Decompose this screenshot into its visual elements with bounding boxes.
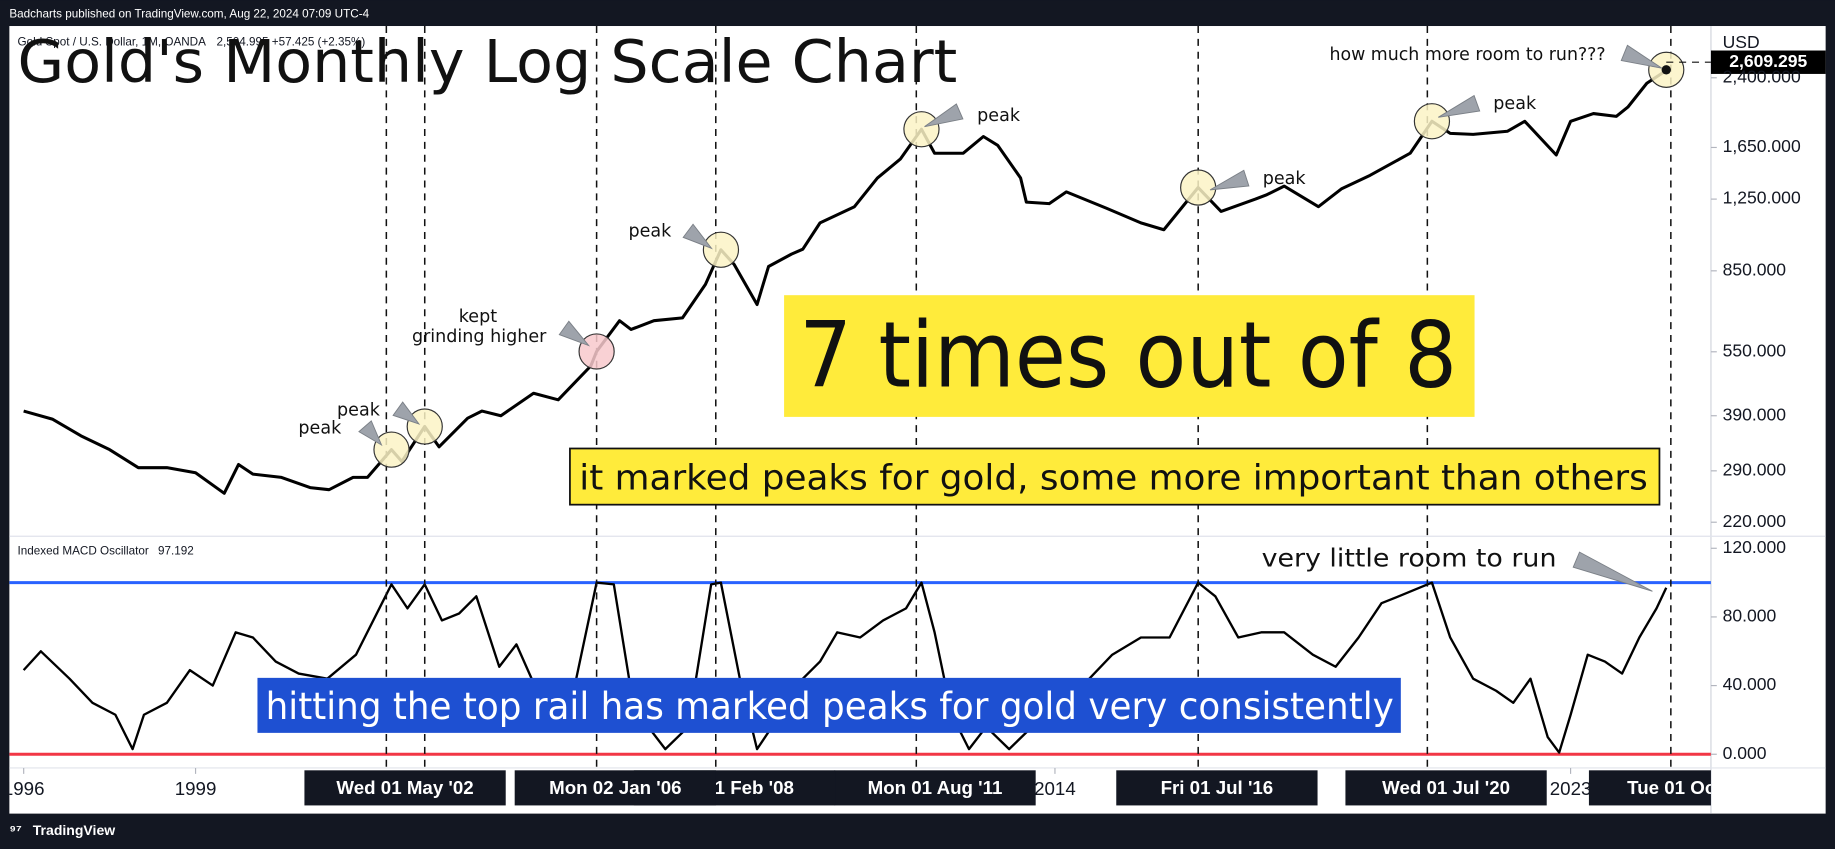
marker-label-box <box>1345 770 1547 806</box>
marker-label: Tue 01 Oct '24 <box>1627 777 1752 798</box>
peak-note: peak <box>337 401 381 421</box>
peak-note: peak <box>298 418 342 438</box>
annotation-arrow <box>682 223 713 250</box>
annotation-arrow <box>1620 44 1663 69</box>
peak-note: peak <box>1263 169 1307 189</box>
marked-callout: it marked peaks for gold, some more impo… <box>579 457 1647 498</box>
footer-logo: TradingView <box>33 822 115 838</box>
kept-note: kept <box>459 307 497 327</box>
peak-note: peak <box>1493 94 1537 114</box>
x-tick-label: 2023 <box>1550 778 1592 799</box>
marker-label-box <box>514 770 716 806</box>
marker-label: Mon 01 Aug '11 <box>868 777 1003 798</box>
y-tick-label: 80.000 <box>1723 606 1777 626</box>
big-callout-box <box>784 295 1475 417</box>
last-point <box>1661 65 1671 75</box>
chart-title: Gold's Monthly Log Scale Chart <box>18 28 958 96</box>
annotation-arrow <box>1572 551 1653 592</box>
highlight-circle <box>578 333 615 370</box>
annotation-arrow <box>924 103 964 128</box>
highlight-circle <box>1180 169 1217 206</box>
plot-layer: 1996 1999 2014 2023 Tue 01 Oct '24 Wed 01 Jul… <box>3 26 1752 806</box>
series-line <box>22 581 1668 754</box>
marker-label: Fri 01 Jul '16 <box>1161 777 1274 798</box>
x-tick-label: 1999 <box>175 778 217 799</box>
marker-label: Wed 01 Jul '20 <box>1382 777 1510 798</box>
published-line: Badcharts published on TradingView.com, … <box>9 7 369 20</box>
marker-label-box <box>1116 770 1318 806</box>
footer-icon: ⁹⁷ <box>9 822 22 838</box>
annotation-arrow <box>1209 169 1250 191</box>
little-room-note: very little room to run <box>1262 544 1557 573</box>
y-tick-label: 1,650.000 <box>1723 136 1801 156</box>
axis-unit: USD <box>1723 32 1760 52</box>
x-tick-label: 1996 <box>3 778 45 799</box>
price-label-box <box>1710 50 1826 74</box>
y-tick-label: 2,400.000 <box>1723 66 1801 86</box>
annotation-arrow <box>392 401 421 425</box>
y-tick-label: 390.000 <box>1723 404 1787 424</box>
annotation-arrow <box>358 420 383 447</box>
highlight-circle <box>903 111 940 148</box>
series-line <box>23 68 1668 495</box>
marker-label: Wed 01 May '02 <box>336 777 473 798</box>
indicator-value: 97.192 <box>158 545 194 558</box>
marked-callout-box <box>569 447 1661 506</box>
symbol-name: Gold Spot / U.S. Dollar, 1M, OANDA <box>18 35 207 48</box>
highlight-circle <box>702 231 740 268</box>
price-label: 2,609.295 <box>1729 51 1807 71</box>
peak-note: peak <box>977 106 1021 126</box>
grinding-note: grinding higher <box>412 327 547 347</box>
symbol-quote: 2,504.995 +57.425 (+2.35%) <box>217 35 366 48</box>
highlight-circle <box>1413 103 1451 140</box>
rail-callout-box <box>257 677 1401 733</box>
more-room-note: how much more room to run??? <box>1329 45 1605 65</box>
big-callout: 7 times out of 8 <box>799 301 1457 408</box>
y-tick-label: 40.000 <box>1723 674 1777 694</box>
overlay-layer: 2,609.295 <box>358 44 1826 592</box>
annotation-arrow <box>558 320 591 347</box>
x-tick-label: 2014 <box>1034 778 1076 799</box>
marker-label-box <box>1588 770 1711 806</box>
y-tick-label: 850.000 <box>1723 259 1787 279</box>
y-tick-label: 290.000 <box>1723 459 1787 479</box>
marker-label-box <box>834 770 1036 806</box>
highlight-circle <box>373 431 410 468</box>
marker-label-box <box>304 770 506 806</box>
annotation-arrow <box>1438 94 1481 118</box>
peak-note: peak <box>628 222 672 242</box>
y-tick-label: 550.000 <box>1723 340 1787 360</box>
y-tick-label: 220.000 <box>1723 511 1787 531</box>
marker-label: Mon 02 Jan '06 <box>549 777 681 798</box>
rail-callout: hitting the top rail has marked peaks fo… <box>266 684 1394 728</box>
indicator-name: Indexed MACD Oscillator <box>18 545 149 558</box>
y-tick-label: 0.000 <box>1723 743 1767 763</box>
highlight-circle <box>406 408 443 445</box>
y-tick-label: 120.000 <box>1723 537 1787 557</box>
y-tick-label: 1,250.000 <box>1723 188 1801 208</box>
